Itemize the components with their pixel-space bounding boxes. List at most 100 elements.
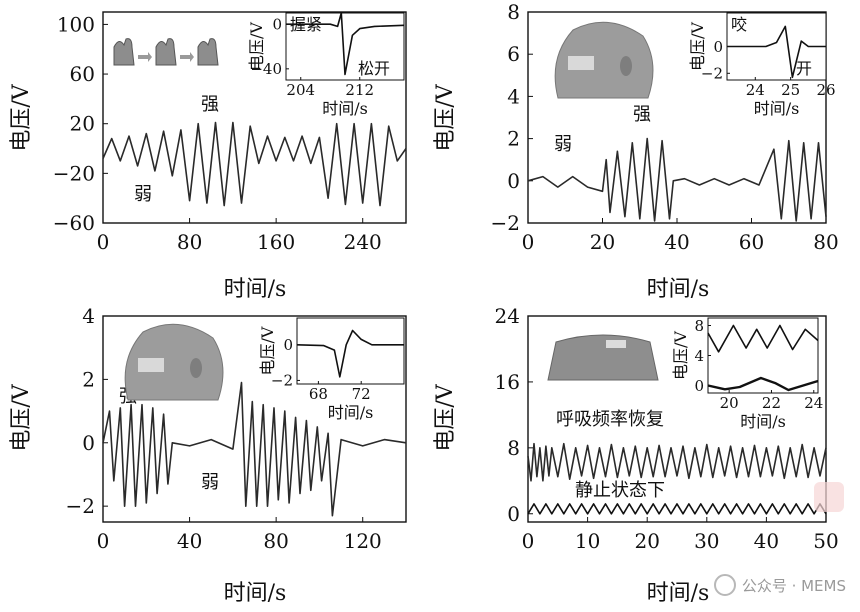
x-tick-label: 204 xyxy=(286,81,315,99)
x-tick-label: 22 xyxy=(762,394,781,412)
x-axis-label: 时间/s xyxy=(224,277,287,302)
head-model-icon xyxy=(554,21,654,99)
annotation-label: 弱 xyxy=(134,184,152,205)
inset-x-axis-label: 时间/s xyxy=(740,412,786,431)
inset-line xyxy=(296,329,404,378)
annotation-label: 呼吸频率恢复 xyxy=(556,409,664,430)
y-tick-label: 4 xyxy=(82,304,95,328)
y-tick-label: 20 xyxy=(70,112,95,136)
inset-annotation: 咬 xyxy=(731,15,747,34)
x-tick-label: 40 xyxy=(754,529,779,553)
wechat-icon xyxy=(713,574,736,596)
y-tick-label: −2 xyxy=(66,494,95,518)
inset-line xyxy=(286,12,405,76)
series-line xyxy=(102,381,407,517)
x-tick-label: 25 xyxy=(781,81,800,99)
y-tick-label: −2 xyxy=(491,211,520,235)
y-axis-label: 电压/V xyxy=(9,83,34,151)
inset-annotation: 握紧 xyxy=(290,15,322,34)
sensor-patch xyxy=(606,340,626,348)
y-tick-label: 0 xyxy=(283,336,293,354)
x-tick-label: 24 xyxy=(804,394,823,412)
y-tick-label: 24 xyxy=(495,304,520,328)
head-model-icon xyxy=(124,323,224,401)
x-tick-label: 24 xyxy=(746,81,765,99)
watermark: 公众号 · MEMS xyxy=(713,574,846,596)
inset-line-2 xyxy=(707,376,819,392)
inset-y-axis-label: 电压/V xyxy=(247,22,266,71)
y-tick-label: −40 xyxy=(250,60,282,78)
sensor-patch xyxy=(138,358,164,372)
y-tick-label: 8 xyxy=(507,0,520,24)
inset-panel-3: 68 72 0 −2 时间/s 电压/V xyxy=(258,317,405,422)
y-axis-label: 电压/V xyxy=(433,83,458,151)
x-tick-label: 30 xyxy=(694,529,719,553)
x-tick-label: 60 xyxy=(739,230,764,254)
y-tick-label: −20 xyxy=(53,161,95,185)
x-tick-label: 10 xyxy=(575,529,600,553)
y-tick-label: 0 xyxy=(694,377,704,395)
watermark-badge xyxy=(814,482,844,512)
y-tick-label: 100 xyxy=(57,12,95,36)
x-tick-label: 40 xyxy=(177,529,202,553)
inset-y-axis-label: 电压/V xyxy=(688,22,707,71)
series-line xyxy=(102,121,407,207)
annotation-label: 强 xyxy=(201,94,219,115)
x-tick-label: 50 xyxy=(813,529,838,553)
x-tick-label: 20 xyxy=(720,394,739,412)
y-tick-label: 60 xyxy=(70,62,95,86)
y-axis-label: 电压/V xyxy=(9,383,34,451)
inset-x-axis-label: 时间/s xyxy=(754,99,800,118)
x-tick-label: 0 xyxy=(97,529,110,553)
hand-icon xyxy=(155,38,177,66)
y-tick-label: 0 xyxy=(713,38,723,56)
y-tick-label: 0 xyxy=(507,169,520,193)
x-axis-label: 时间/s xyxy=(647,581,710,606)
annotation-label: 静止状态下 xyxy=(575,480,665,501)
annotation-label: 弱 xyxy=(201,472,219,493)
x-tick-label: 240 xyxy=(344,230,382,254)
arrow-icon xyxy=(180,52,194,62)
y-axis-label: 电压/V xyxy=(433,383,458,451)
watermark-text: 公众号 · MEMS xyxy=(741,576,846,595)
arrow-icon xyxy=(138,52,152,62)
x-tick-label: 120 xyxy=(344,529,382,553)
series-line xyxy=(527,503,827,515)
x-axis-label: 时间/s xyxy=(647,277,710,302)
inset-line xyxy=(727,25,826,79)
x-tick-label: 80 xyxy=(813,230,838,254)
x-tick-label: 80 xyxy=(263,529,288,553)
inset-annotation: 松开 xyxy=(358,59,390,78)
inset-frame xyxy=(707,317,819,394)
series-line xyxy=(527,442,827,482)
plot-frame xyxy=(527,315,827,523)
y-tick-label: 6 xyxy=(507,42,520,66)
y-tick-label: 16 xyxy=(495,370,520,394)
sensor-patch xyxy=(568,56,594,70)
y-tick-label: 8 xyxy=(694,317,704,335)
x-tick-label: 160 xyxy=(257,230,295,254)
x-tick-label: 40 xyxy=(664,230,689,254)
inset-annotation: 开 xyxy=(796,59,812,78)
series-line xyxy=(527,137,827,222)
x-tick-label: 20 xyxy=(590,230,615,254)
x-tick-label: 0 xyxy=(97,230,110,254)
inset-y-axis-label: 电压/V xyxy=(258,326,277,375)
x-tick-label: 26 xyxy=(816,81,835,99)
y-tick-label: 0 xyxy=(272,15,282,33)
x-tick-label: 20 xyxy=(634,529,659,553)
plot-frame xyxy=(102,315,407,523)
x-tick-label: 80 xyxy=(177,230,202,254)
y-tick-label: 0 xyxy=(507,502,520,526)
chart-panel-1: 0 80 160 240 100 60 20 −20 −60 时间/s 电压/V 强弱 204 212 0 −… xyxy=(9,11,407,302)
inset-x-axis-label: 时间/s xyxy=(322,99,368,118)
inset-y-axis-label: 电压/V xyxy=(671,331,690,380)
annotation-label: 强 xyxy=(633,104,651,125)
inset-panel-4: 20 22 24 8 4 0 时间/s 电压/V xyxy=(671,317,823,431)
inset-x-axis-label: 时间/s xyxy=(328,403,374,422)
x-tick-label: 0 xyxy=(522,529,535,553)
y-tick-label: 2 xyxy=(82,367,95,391)
